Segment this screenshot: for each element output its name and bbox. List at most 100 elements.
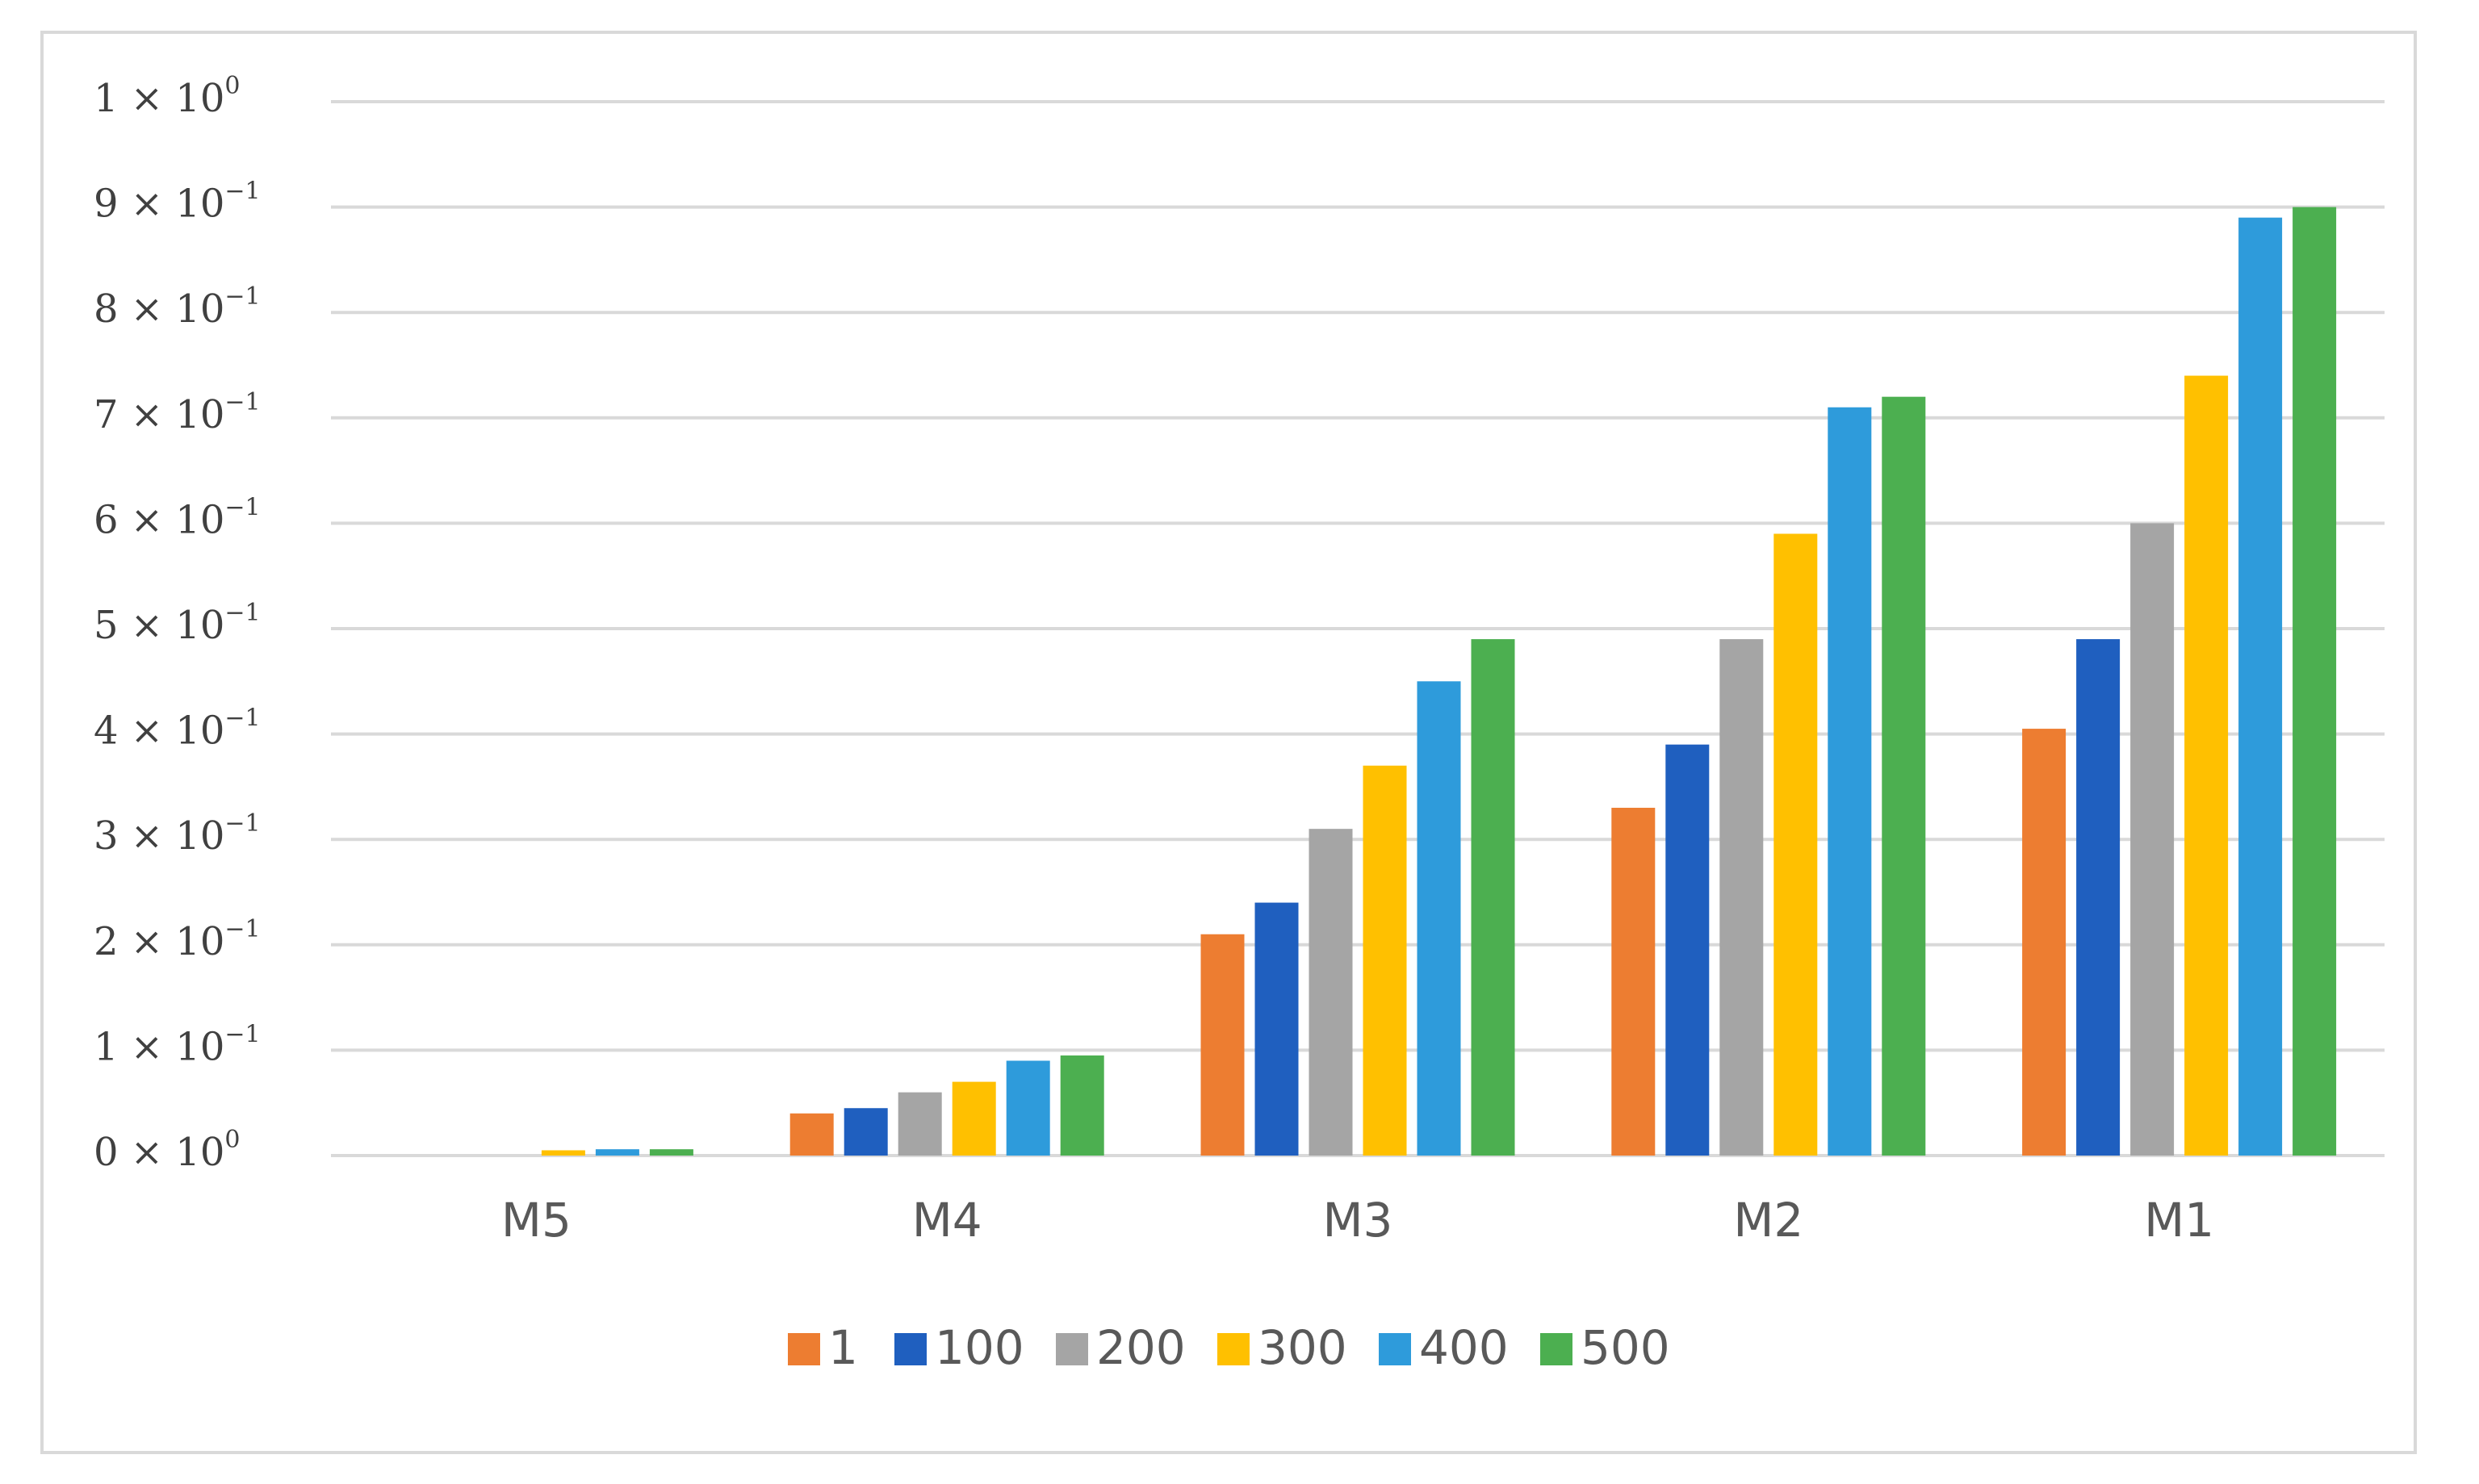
bar-m2-series-500 (1882, 396, 1926, 1156)
y-tick-label: 4 × 10−1 (94, 704, 261, 754)
bar-m3-series-1 (1200, 934, 1245, 1156)
y-tick-mantissa: 6 (94, 497, 119, 542)
y-tick-mantissa: 2 (94, 919, 119, 964)
bar-m4-series-500 (1060, 1055, 1104, 1156)
legend-item-200: 200 (1056, 1320, 1186, 1375)
legend-item-300: 300 (1217, 1320, 1347, 1375)
y-tick-exponent: −1 (224, 809, 260, 838)
y-tick-separator: × 10 (119, 76, 225, 121)
y-tick-label: 5 × 10−1 (94, 599, 261, 648)
y-tick-label: 3 × 10−1 (94, 809, 261, 859)
bar-m1-series-200 (2130, 523, 2175, 1156)
y-tick-label: 2 × 10−1 (94, 915, 261, 964)
legend-label: 300 (1258, 1320, 1347, 1375)
y-tick-label: 7 × 10−1 (94, 388, 261, 437)
chart-frame: 0 × 100 1 × 10−1 2 × 10−1 3 × 10−1 4 × 10−1 5… (40, 31, 2417, 1454)
bar-m5-series-500 (649, 1149, 693, 1156)
y-tick-mantissa: 7 (94, 392, 119, 437)
bar-m3-series-300 (1363, 765, 1407, 1156)
y-tick-exponent: −1 (224, 282, 260, 311)
bar-m3-series-500 (1471, 639, 1515, 1156)
x-axis-categories: M5 M4 M3 M2 M1 (501, 1193, 2214, 1248)
y-tick-label: 1 × 100 (94, 72, 240, 121)
bar-m1-series-300 (2184, 375, 2229, 1156)
gridlines (331, 100, 2385, 1157)
legend-swatch (894, 1333, 927, 1365)
y-tick-exponent: −1 (224, 178, 260, 206)
bar-m3-series-100 (1254, 902, 1299, 1156)
y-tick-exponent: 0 (224, 1126, 240, 1154)
bar-m2-series-1 (1611, 808, 1656, 1156)
y-tick-exponent: −1 (224, 599, 260, 627)
y-tick-exponent: −1 (224, 1020, 260, 1048)
y-tick-label: 8 × 10−1 (94, 282, 261, 332)
y-tick-mantissa: 8 (94, 286, 119, 332)
y-tick-mantissa: 4 (94, 709, 119, 754)
bar-m2-series-400 (1828, 407, 1872, 1156)
bar-m2-series-300 (1773, 533, 1818, 1156)
y-tick-mantissa: 0 (94, 1130, 119, 1175)
legend-swatch (1379, 1333, 1411, 1365)
y-tick-mantissa: 9 (94, 182, 119, 227)
y-tick-exponent: −1 (224, 915, 260, 943)
x-category-label: M2 (1733, 1193, 1803, 1248)
y-tick-label: 6 × 10−1 (94, 493, 261, 542)
legend-item-100: 100 (894, 1320, 1024, 1375)
legend-swatch (1540, 1333, 1572, 1365)
y-tick-separator: × 10 (119, 182, 225, 227)
bar-m3-series-200 (1309, 829, 1353, 1156)
legend-item-500: 500 (1540, 1320, 1670, 1375)
y-tick-mantissa: 1 (94, 76, 119, 121)
bar-m2-series-200 (1719, 639, 1764, 1156)
y-tick-mantissa: 3 (94, 813, 119, 859)
bar-m1-series-500 (2293, 207, 2337, 1156)
legend-item-1: 1 (788, 1320, 858, 1375)
bar-m4-series-400 (1006, 1060, 1050, 1156)
x-category-label: M5 (501, 1193, 572, 1248)
x-category-label: M3 (1323, 1193, 1393, 1248)
bar-m5-series-300 (541, 1150, 585, 1156)
legend-label: 1 (828, 1320, 858, 1375)
bar-m1-series-400 (2238, 217, 2283, 1156)
legend-swatch (788, 1333, 820, 1365)
bar-m4-series-300 (952, 1081, 996, 1156)
bar-m4-series-100 (844, 1108, 888, 1156)
y-tick-mantissa: 5 (94, 603, 119, 648)
bar-m1-series-100 (2076, 639, 2121, 1156)
bar-m5-series-400 (595, 1149, 639, 1156)
bars (541, 207, 2337, 1156)
y-tick-separator: × 10 (119, 813, 225, 859)
bar-m4-series-200 (898, 1092, 942, 1156)
y-tick-separator: × 10 (119, 1024, 225, 1069)
y-tick-exponent: −1 (224, 388, 260, 416)
x-category-label: M1 (2144, 1193, 2214, 1248)
y-tick-exponent: −1 (224, 493, 260, 521)
y-tick-exponent: 0 (224, 72, 240, 100)
legend-label: 400 (1419, 1320, 1509, 1375)
legend-swatch (1217, 1333, 1250, 1365)
y-tick-separator: × 10 (119, 919, 225, 964)
y-tick-label: 1 × 10−1 (94, 1020, 261, 1069)
legend-swatch (1056, 1333, 1088, 1365)
bar-m4-series-1 (789, 1113, 834, 1156)
bar-m2-series-100 (1665, 744, 1710, 1156)
legend-label: 100 (935, 1320, 1024, 1375)
y-tick-mantissa: 1 (94, 1024, 119, 1069)
y-tick-exponent: −1 (224, 704, 260, 733)
y-tick-separator: × 10 (119, 603, 225, 648)
y-tick-separator: × 10 (119, 497, 225, 542)
bar-m1-series-1 (2022, 729, 2067, 1156)
y-tick-separator: × 10 (119, 286, 225, 332)
legend-label: 500 (1581, 1320, 1670, 1375)
y-tick-separator: × 10 (119, 1130, 225, 1175)
y-tick-label: 9 × 10−1 (94, 178, 261, 227)
y-tick-label: 0 × 100 (94, 1126, 240, 1175)
legend-item-400: 400 (1379, 1320, 1509, 1375)
legend: 1 100 200 300 400 500 (788, 1320, 1670, 1375)
x-category-label: M4 (912, 1193, 982, 1248)
legend-label: 200 (1096, 1320, 1186, 1375)
y-tick-separator: × 10 (119, 709, 225, 754)
bar-m3-series-400 (1417, 681, 1461, 1156)
